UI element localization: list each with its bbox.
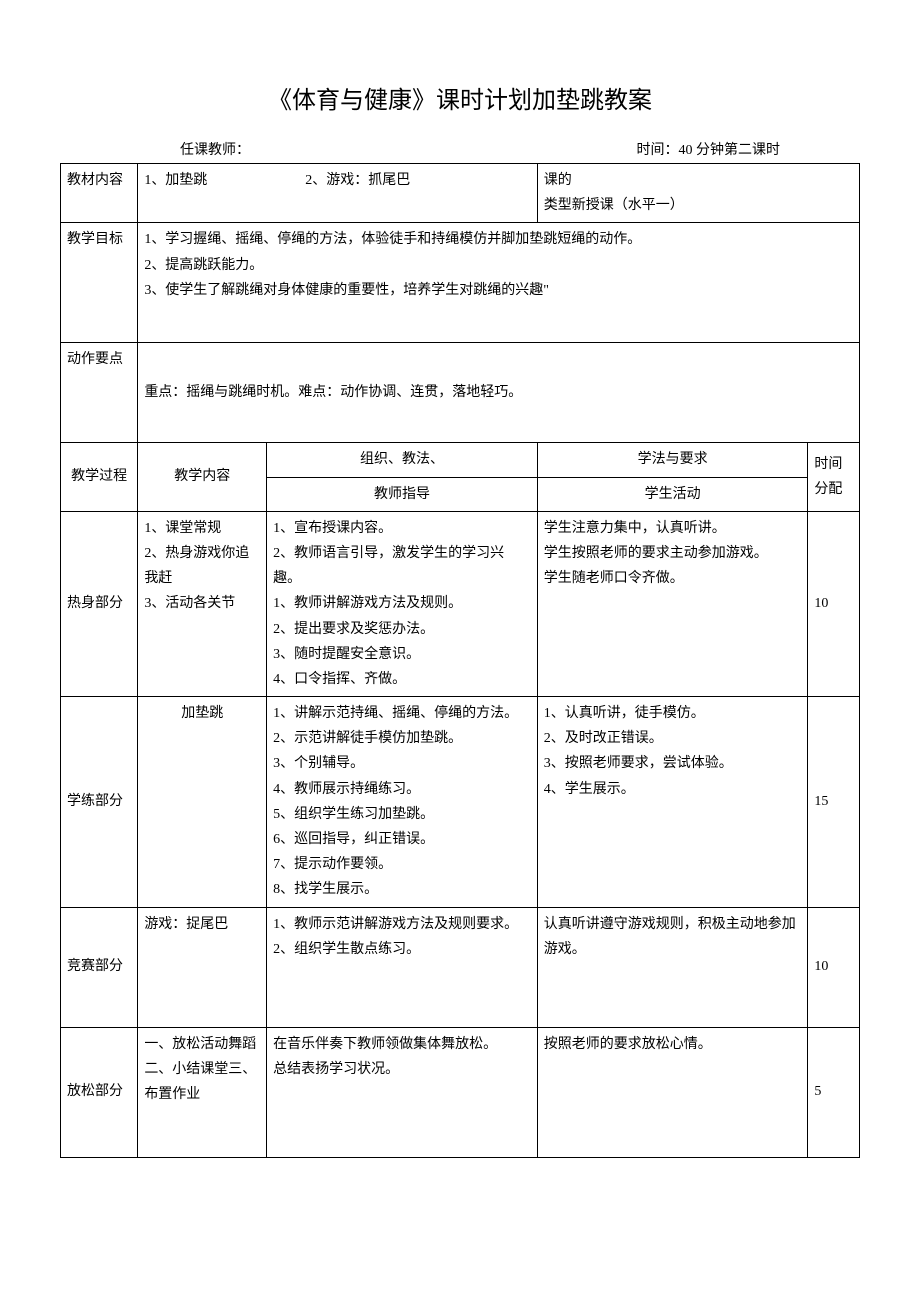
goal-label: 教学目标 <box>61 223 138 343</box>
section-student: 认真听讲遵守游戏规则，积极主动地参加游戏。 <box>537 907 808 1027</box>
section-student: 学生注意力集中，认真听讲。 学生按照老师的要求主动参加游戏。 学生随老师口令齐做… <box>537 511 808 696</box>
time-label: 时间：40 分钟第二课时 <box>637 139 781 159</box>
header-method: 组织、教法、 <box>267 443 538 477</box>
lesson-plan-table: 教材内容 1、加垫跳 2、游戏：抓尾巴 课的 类型新授课（水平一） 教学目标 1… <box>60 163 860 1158</box>
header-process: 教学过程 <box>61 443 138 511</box>
header-student: 学生活动 <box>537 477 808 511</box>
section-time: 5 <box>808 1027 860 1157</box>
section-student: 1、认真听讲，徒手模仿。 2、及时改正错误。 3、按照老师要求，尝试体验。 4、… <box>537 697 808 908</box>
section-teacher: 1、教师示范讲解游戏方法及规则要求。 2、组织学生散点练习。 <box>267 907 538 1027</box>
teacher-label: 任课教师： <box>180 139 250 159</box>
section-name: 学练部分 <box>61 697 138 908</box>
section-content: 游戏：捉尾巴 <box>138 907 267 1027</box>
material-label: 教材内容 <box>61 164 138 223</box>
section-content: 1、课堂常规 2、热身游戏你追我赶 3、活动各关节 <box>138 511 267 696</box>
goal-content: 1、学习握绳、摇绳、停绳的方法，体验徒手和持绳模仿并脚加垫跳短绳的动作。 2、提… <box>138 223 860 343</box>
section-student: 按照老师的要求放松心情。 <box>537 1027 808 1157</box>
section-name: 热身部分 <box>61 511 138 696</box>
section-time: 10 <box>808 511 860 696</box>
section-content: 一、放松活动舞蹈二、小结课堂三、布置作业 <box>138 1027 267 1157</box>
header-requirement: 学法与要求 <box>537 443 808 477</box>
section-name: 放松部分 <box>61 1027 138 1157</box>
section-teacher: 1、讲解示范持绳、摇绳、停绳的方法。 2、示范讲解徒手模仿加垫跳。 3、个别辅导… <box>267 697 538 908</box>
section-time: 10 <box>808 907 860 1027</box>
header-time: 时间分配 <box>808 443 860 511</box>
document-title: 《体育与健康》课时计划加垫跳教案 <box>60 80 860 115</box>
keypoint-label: 动作要点 <box>61 343 138 443</box>
class-type: 课的 类型新授课（水平一） <box>537 164 859 223</box>
keypoint-content: 重点：摇绳与跳绳时机。难点：动作协调、连贯，落地轻巧。 <box>138 343 860 443</box>
section-teacher: 1、宣布授课内容。 2、教师语言引导，激发学生的学习兴趣。 1、教师讲解游戏方法… <box>267 511 538 696</box>
section-time: 15 <box>808 697 860 908</box>
meta-row: 任课教师： 时间：40 分钟第二课时 <box>60 139 860 159</box>
header-content: 教学内容 <box>138 443 267 511</box>
header-teacher: 教师指导 <box>267 477 538 511</box>
section-content: 加垫跳 <box>138 697 267 908</box>
material-content: 1、加垫跳 2、游戏：抓尾巴 <box>138 164 537 223</box>
section-teacher: 在音乐伴奏下教师领做集体舞放松。 总结表扬学习状况。 <box>267 1027 538 1157</box>
section-name: 竞赛部分 <box>61 907 138 1027</box>
